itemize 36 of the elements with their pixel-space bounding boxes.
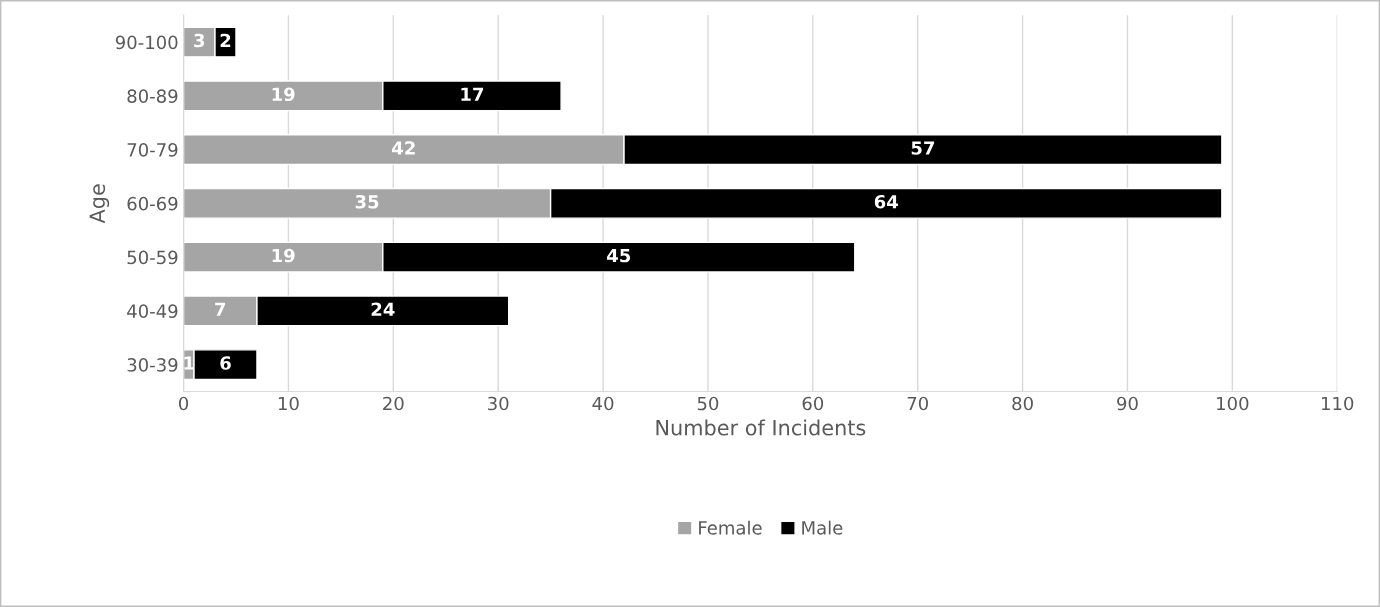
data-label: 7 bbox=[215, 302, 226, 316]
data-label: 19 bbox=[272, 87, 295, 102]
y-tick-label: 50-59 bbox=[127, 250, 178, 265]
y-tick-label: 90-100 bbox=[115, 35, 178, 50]
x-tick-label: 30 bbox=[488, 396, 509, 411]
x-axis-title: Number of Incidents bbox=[656, 419, 866, 436]
data-label: 17 bbox=[461, 87, 484, 101]
x-tick-label: 90 bbox=[1117, 396, 1138, 411]
y-tick-label: 30-39 bbox=[127, 358, 178, 372]
data-label: 2 bbox=[220, 33, 231, 48]
data-label: 6 bbox=[220, 356, 231, 370]
x-tick-label: 60 bbox=[802, 396, 824, 411]
x-tick-label: 80 bbox=[1012, 396, 1033, 411]
data-label: 3 bbox=[194, 33, 205, 48]
legend-label: Male bbox=[802, 520, 843, 535]
x-tick-label: 110 bbox=[1321, 396, 1354, 411]
data-label: 24 bbox=[371, 302, 395, 316]
data-label: 19 bbox=[272, 248, 295, 263]
y-tick-label: 70-79 bbox=[127, 143, 178, 157]
y-tick-label: 60-69 bbox=[127, 196, 178, 211]
x-tick-label: 100 bbox=[1217, 396, 1249, 411]
legend-label: Female bbox=[699, 520, 762, 535]
data-label: 42 bbox=[392, 141, 415, 155]
y-axis-title: Age bbox=[89, 184, 110, 224]
x-tick-label: 50 bbox=[697, 396, 719, 411]
y-tick-label: 40-49 bbox=[127, 304, 178, 318]
data-label: 64 bbox=[874, 194, 898, 209]
data-label: 35 bbox=[355, 194, 379, 209]
x-tick-label: 40 bbox=[592, 396, 614, 411]
x-tick-label: 70 bbox=[907, 396, 928, 411]
x-tick-label: 0 bbox=[178, 396, 189, 411]
x-tick-label: 10 bbox=[278, 396, 299, 411]
y-tick-label: 80-89 bbox=[127, 89, 178, 103]
data-label: 45 bbox=[607, 248, 631, 263]
x-tick-label: 20 bbox=[383, 396, 404, 411]
data-label: 57 bbox=[911, 141, 935, 155]
